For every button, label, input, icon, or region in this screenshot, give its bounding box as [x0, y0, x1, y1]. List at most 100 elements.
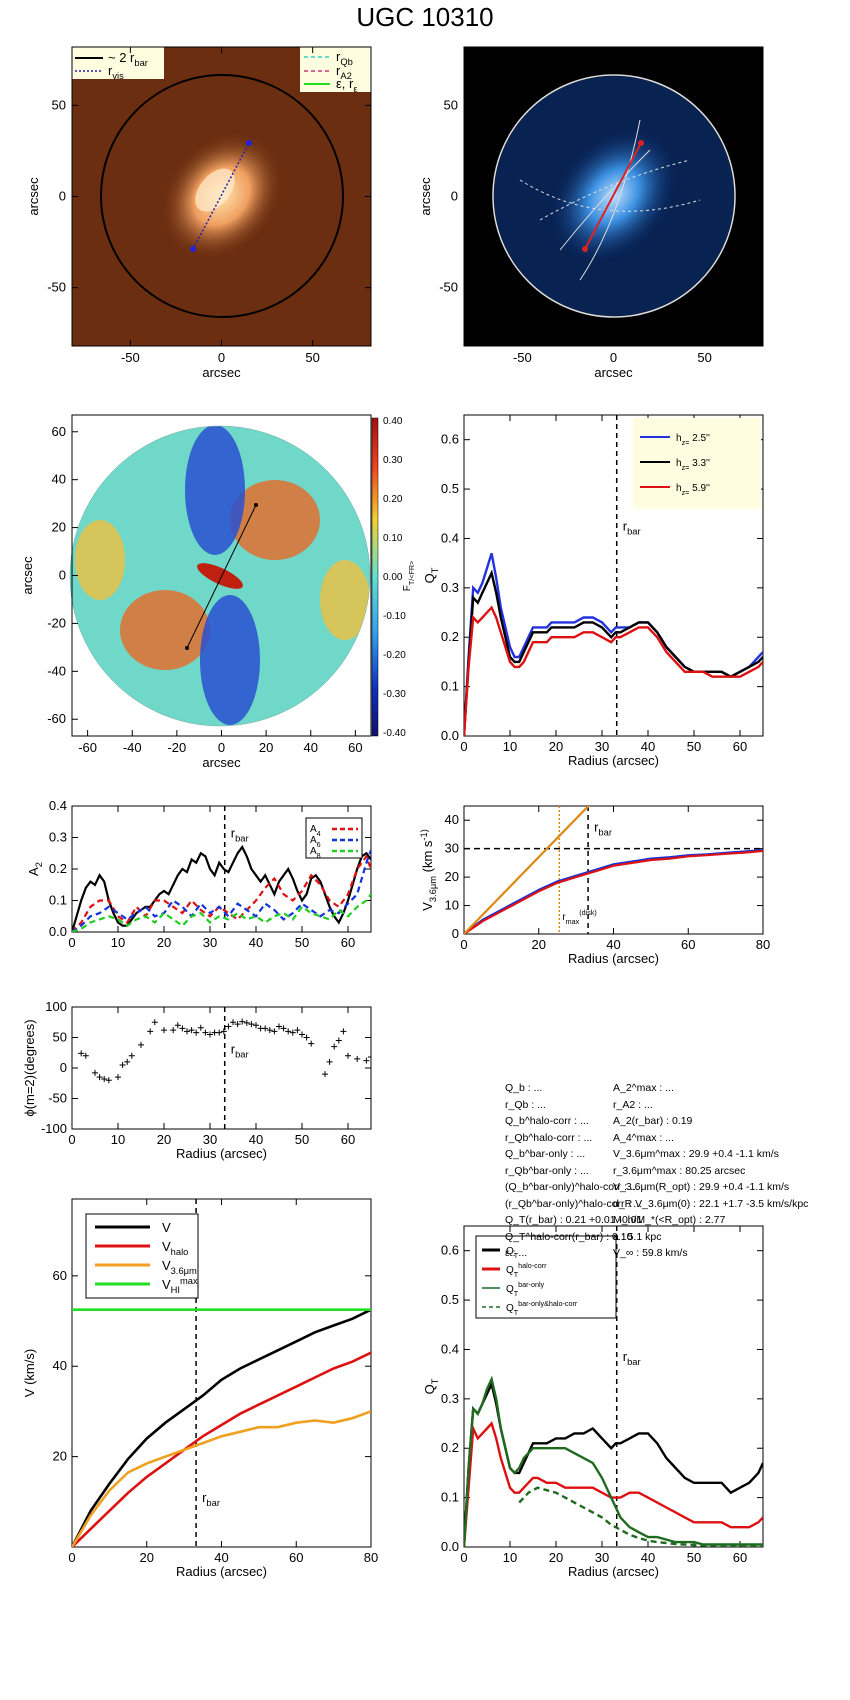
- y-tick-label: 0.3: [49, 830, 67, 845]
- scatter-point: [197, 1024, 204, 1031]
- legend-label: QTbar-only&halo-corr: [506, 1299, 578, 1317]
- x-axis-label: Radius (arcsec): [568, 753, 659, 768]
- scatter-point: [119, 1061, 126, 1068]
- x-axis-label: arcsec: [202, 755, 241, 770]
- series-line: [72, 854, 371, 932]
- scatter-point: [266, 1027, 273, 1034]
- legend-label-eps: ε, rε: [336, 76, 358, 94]
- scatter-point: [363, 1057, 370, 1064]
- plot-area: [78, 1007, 371, 1129]
- x-tick-label: 20: [549, 739, 563, 754]
- x-tick-label: 10: [111, 1132, 125, 1147]
- x-tick-label: 80: [364, 1550, 378, 1565]
- rbar-label: rbar: [594, 820, 612, 838]
- y-axis-label: arcsec: [418, 177, 433, 216]
- y-tick-label: 40: [445, 812, 459, 827]
- scatter-point: [207, 1031, 213, 1038]
- y-tick-label: 0.4: [441, 1341, 459, 1356]
- x-tick-label: 20: [259, 740, 273, 755]
- plot-frame: [71, 1006, 372, 1130]
- legend-box-left: [72, 47, 164, 79]
- x-tick-label: 40: [249, 935, 263, 950]
- y-tick-label: 0.0: [441, 1539, 459, 1554]
- y-axis-label: ϕ(m=2)(degrees): [22, 1019, 37, 1116]
- y-tick-label: 0.4: [441, 530, 459, 545]
- y-tick-label: -50: [47, 280, 66, 295]
- isophote-contour: [539, 159, 691, 221]
- scatter-point: [124, 1058, 131, 1065]
- parameter-line: A_2^max : ...: [613, 1082, 674, 1094]
- plot-frame: [463, 805, 764, 935]
- image-2-axes: -50 0 50 -50 0 50 arcsec arcsec: [418, 47, 763, 380]
- scatter-point: [202, 1029, 209, 1036]
- series-line: [464, 552, 763, 736]
- map-bar-line: [186, 504, 257, 649]
- scatter-point: [243, 1019, 250, 1026]
- x-tick-label: 30: [595, 1550, 609, 1565]
- x-tick-label: 0: [68, 1132, 75, 1147]
- y-tick-label: 60: [52, 424, 66, 439]
- parameter-line: V_∞ : 59.8 km/s: [613, 1247, 688, 1259]
- y-axis-label: QT: [422, 1378, 440, 1394]
- plot-area: [72, 1199, 371, 1547]
- x-tick-label: 60: [733, 1550, 747, 1565]
- x-axis-label: Radius (arcsec): [176, 1564, 267, 1579]
- y-tick-label: 0.6: [441, 1243, 459, 1258]
- x-tick-label: 0: [460, 937, 467, 952]
- x-axis-label: Radius (arcsec): [568, 951, 659, 966]
- x-tick-label: -20: [167, 740, 186, 755]
- scatter-point: [368, 1054, 371, 1061]
- parameter-line: V_3.6μm^max : 29.9 +0.4 -1.1 km/s: [613, 1148, 779, 1160]
- bar-end-marker: [582, 246, 588, 252]
- x-tick-label: 10: [111, 935, 125, 950]
- colorbar-tick-label: 0.40: [383, 416, 403, 427]
- parameter-line: A_2(r_bar) : 0.19: [613, 1115, 693, 1127]
- legend-label-2rbar: ~ 2 rbar: [108, 50, 148, 68]
- figure-title: UGC 10310: [356, 2, 494, 32]
- legend-label: hz= 2.5'': [676, 433, 710, 447]
- legend-label: QT: [506, 1246, 519, 1260]
- force-ratio-map: -60 -40 -20 0 20 40 60 -60 -40 -20 0 20 40 60 arcsec ar…: [20, 414, 416, 770]
- y-tick-label: 0: [59, 568, 66, 583]
- y-tick-label: 50: [444, 97, 458, 112]
- scatter-point: [285, 1028, 292, 1035]
- scatter-point: [170, 1027, 177, 1034]
- map-lobe-positive: [75, 520, 125, 600]
- plot-frame: [463, 414, 764, 737]
- x-tick-label: 50: [687, 1550, 701, 1565]
- legend-label: QThalo-corr: [506, 1261, 547, 1279]
- series-line: [72, 844, 371, 932]
- x-tick-label: 60: [681, 937, 695, 952]
- series-line: [464, 806, 590, 934]
- parameter-line: a : 5.1 kpc: [613, 1230, 662, 1243]
- y-tick-label: 50: [52, 97, 66, 112]
- y-tick-label: 0.3: [441, 580, 459, 595]
- x-tick-label: 20: [140, 1550, 154, 1565]
- map-lobe-core: [197, 563, 243, 589]
- x-tick-label: 0: [218, 350, 225, 365]
- scatter-point: [193, 1029, 200, 1036]
- x-tick-label: 20: [157, 1132, 171, 1147]
- x-tick-label: 40: [249, 1132, 263, 1147]
- x-tick-label: 50: [697, 350, 711, 365]
- parameter-table: Q_b : ... r_Qb : ... Q_b^halo-corr : ... r_…: [505, 1082, 845, 1259]
- y-tick-label: -50: [48, 1091, 67, 1106]
- y-axis-label: A2: [26, 862, 44, 876]
- scatter-point: [78, 1050, 85, 1057]
- legend-label: QTbar-only: [506, 1280, 545, 1298]
- scatter-point: [216, 1029, 223, 1036]
- legend-label-rvis: rvis: [108, 63, 124, 81]
- plot-frame: [463, 1225, 764, 1548]
- y-tick-label: 50: [53, 1030, 67, 1045]
- map-lobe-positive: [120, 590, 210, 670]
- scatter-point: [276, 1023, 282, 1030]
- y-tick-label: 0.5: [441, 1292, 459, 1307]
- rbar-label: rbar: [231, 826, 249, 844]
- series-line: [72, 849, 371, 932]
- x-tick-label: 10: [503, 739, 517, 754]
- map-lobe-negative: [200, 595, 260, 725]
- legend-label: A8: [310, 846, 321, 860]
- scatter-point: [128, 1052, 135, 1059]
- x-tick-label: -60: [78, 740, 97, 755]
- x-tick-label: 50: [687, 739, 701, 754]
